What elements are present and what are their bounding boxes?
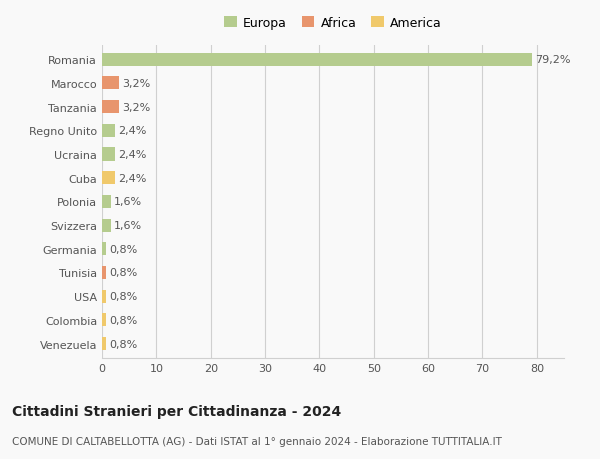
Text: 3,2%: 3,2% [122,79,151,89]
Text: 0,8%: 0,8% [109,315,137,325]
Text: 2,4%: 2,4% [118,150,146,160]
Bar [102,196,110,208]
Bar [102,266,106,280]
Text: 3,2%: 3,2% [122,102,151,112]
Text: 79,2%: 79,2% [535,55,571,65]
Bar [102,337,106,350]
Text: 0,8%: 0,8% [109,291,137,302]
Bar [102,243,106,256]
Text: 2,4%: 2,4% [118,174,146,183]
Text: Cittadini Stranieri per Cittadinanza - 2024: Cittadini Stranieri per Cittadinanza - 2… [12,404,341,418]
Text: 0,8%: 0,8% [109,268,137,278]
Text: 1,6%: 1,6% [113,197,142,207]
Bar [102,219,110,232]
Bar [102,54,532,67]
Bar [102,77,119,90]
Bar [102,172,115,185]
Text: 0,8%: 0,8% [109,244,137,254]
Bar [102,313,106,327]
Bar [102,124,115,138]
Bar [102,148,115,161]
Text: 2,4%: 2,4% [118,126,146,136]
Legend: Europa, Africa, America: Europa, Africa, America [219,11,447,34]
Text: 1,6%: 1,6% [113,221,142,230]
Bar [102,101,119,114]
Bar [102,290,106,303]
Text: COMUNE DI CALTABELLOTTA (AG) - Dati ISTAT al 1° gennaio 2024 - Elaborazione TUTT: COMUNE DI CALTABELLOTTA (AG) - Dati ISTA… [12,436,502,446]
Text: 0,8%: 0,8% [109,339,137,349]
